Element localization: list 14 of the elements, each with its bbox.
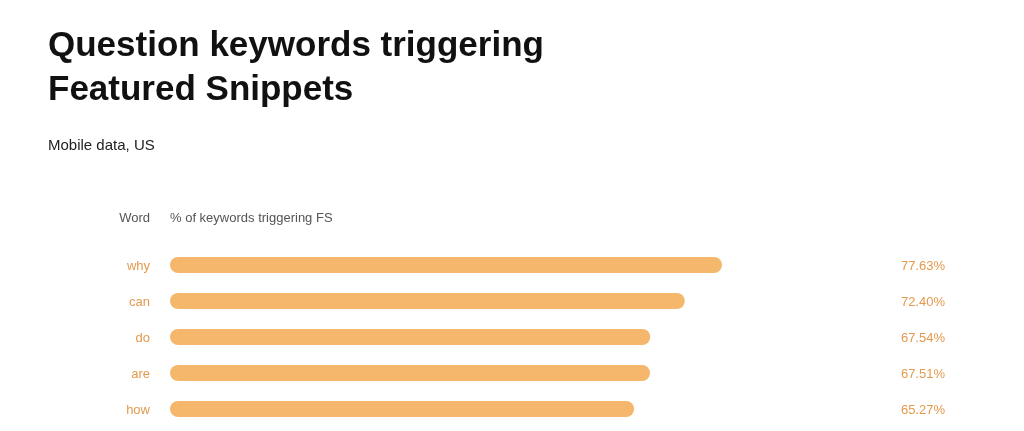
y-axis-title: Word [119,210,150,225]
y-tick-label: can [129,294,150,309]
y-tick-label: do [135,330,150,345]
data-label: 67.54% [900,330,946,345]
data-label: 65.27% [900,402,946,417]
data-label: 72.40% [900,294,946,309]
data-label: 77.63% [900,258,946,273]
y-tick-label: are [131,366,150,381]
chart-title: Question keywords triggering Featured Snippets [48,24,544,107]
x-axis-title: % of keywords triggering FS [170,210,333,225]
data-label: 67.51% [900,366,946,381]
y-tick-label: how [126,402,151,417]
chart-subtitle: Mobile data, US [48,136,155,153]
y-tick-label: why [125,258,151,273]
